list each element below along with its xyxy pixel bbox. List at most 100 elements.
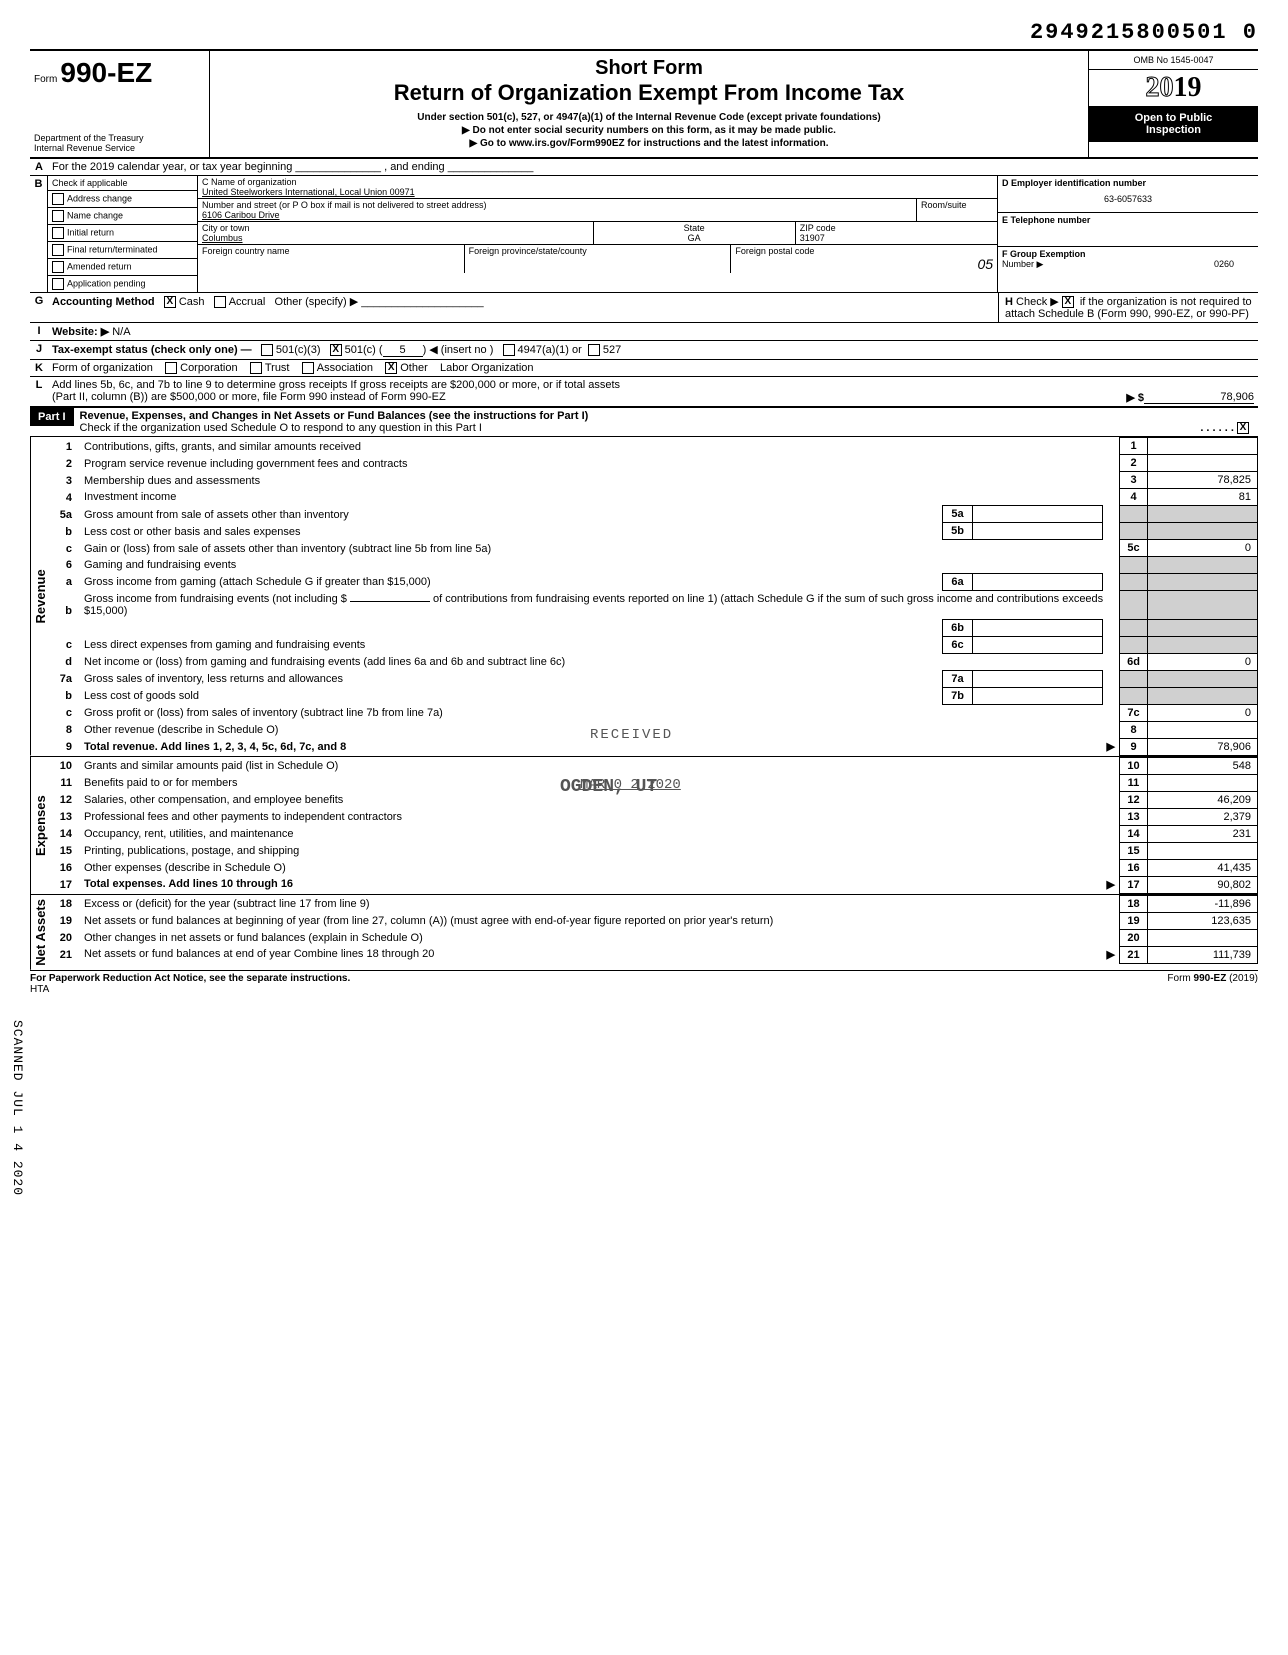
year-prefix: 20 — [1146, 72, 1174, 103]
line-2-val — [1148, 455, 1258, 472]
line-a-label: A — [30, 159, 48, 175]
open-to-public: Open to Public — [1093, 112, 1254, 124]
line-h-check: Check ▶ — [1016, 296, 1059, 308]
checkbox-schedule-o[interactable] — [1237, 422, 1249, 434]
opt-pending: Application pending — [67, 278, 146, 288]
gross-receipts-value: 78,906 — [1144, 391, 1254, 404]
short-form-title: Short Form — [218, 57, 1080, 80]
line-16-desc: Other expenses (describe in Schedule O) — [80, 859, 1120, 876]
checkbox-accrual[interactable] — [214, 296, 226, 308]
block-c-label: C Name of organization — [202, 177, 993, 187]
org-name: United Steelworkers International, Local… — [202, 187, 993, 197]
line-6a-desc: Gross income from gaming (attach Schedul… — [80, 573, 943, 590]
opt-amended: Amended return — [67, 261, 132, 271]
checkbox-501c[interactable] — [330, 344, 342, 356]
street-label: Number and street (or P O box if mail is… — [202, 200, 912, 210]
checkbox-amended[interactable] — [52, 261, 64, 273]
checkbox-final-return[interactable] — [52, 244, 64, 256]
line-21-desc: Net assets or fund balances at end of ye… — [84, 948, 434, 960]
checkbox-trust[interactable] — [250, 362, 262, 374]
checkbox-other-org[interactable] — [385, 362, 397, 374]
stamp-received: RECEIVED — [590, 727, 673, 743]
line-20-val — [1148, 929, 1258, 946]
line-k-label: K — [30, 360, 48, 376]
zip-label: ZIP code — [800, 223, 993, 233]
line-1-val — [1148, 438, 1258, 455]
checkbox-pending[interactable] — [52, 278, 64, 290]
subtext-1: Under section 501(c), 527, or 4947(a)(1)… — [218, 112, 1080, 123]
expenses-section-label: Expenses — [30, 757, 50, 894]
block-f-label: F Group Exemption — [1002, 249, 1086, 259]
opt-other-org: Other — [400, 362, 428, 374]
year-suffix: 19 — [1174, 72, 1202, 103]
line-5c-val: 0 — [1148, 540, 1258, 557]
check-if-applicable: Check if applicable — [48, 176, 197, 191]
line-6b-pre: Gross income from fundraising events (no… — [84, 593, 347, 605]
other-org-value: Labor Organization — [440, 362, 534, 374]
line-j-label: J — [30, 341, 48, 359]
line-12-val: 46,209 — [1148, 791, 1258, 808]
opt-trust: Trust — [265, 362, 290, 374]
checkbox-schedule-b[interactable] — [1062, 296, 1074, 308]
line-18-val: -11,896 — [1148, 895, 1258, 912]
line-7c-val: 0 — [1148, 704, 1258, 721]
block-e-label: E Telephone number — [1002, 215, 1254, 225]
line-6-desc: Gaming and fundraising events — [80, 557, 1120, 574]
subtext-2-text: Do not enter social security numbers on … — [473, 125, 836, 136]
dept-treasury: Department of the Treasury — [34, 133, 144, 143]
line-13-desc: Professional fees and other payments to … — [80, 808, 1120, 825]
foreign-prov-label: Foreign province/state/county — [465, 245, 732, 273]
line-15-val — [1148, 842, 1258, 859]
part-1-check-text: Check if the organization used Schedule … — [80, 422, 482, 434]
subtext-3: ▶ Go to www.irs.gov/Form990EZ for instru… — [218, 138, 1080, 149]
omb-number: OMB No 1545-0047 — [1089, 51, 1258, 70]
subtext-3-text: Go to www.irs.gov/Form990EZ for instruct… — [480, 138, 829, 149]
checkbox-4947a1[interactable] — [503, 344, 515, 356]
checkbox-501c3[interactable] — [261, 344, 273, 356]
checkbox-association[interactable] — [302, 362, 314, 374]
checkbox-corporation[interactable] — [165, 362, 177, 374]
city-label: City or town — [202, 223, 589, 233]
checkbox-name-change[interactable] — [52, 210, 64, 222]
line-5c-desc: Gain or (loss) from sale of assets other… — [80, 540, 1120, 557]
line-14-desc: Occupancy, rent, utilities, and maintena… — [80, 825, 1120, 842]
line-6d-val: 0 — [1148, 653, 1258, 670]
line-a-text: For the 2019 calendar year, or tax year … — [48, 159, 1258, 175]
line-18-desc: Excess or (deficit) for the year (subtra… — [80, 895, 1120, 912]
line-16-val: 41,435 — [1148, 859, 1258, 876]
line-19-desc: Net assets or fund balances at beginning… — [80, 912, 1120, 929]
line-13-val: 2,379 — [1148, 808, 1258, 825]
block-d-label: D Employer identification number — [1002, 178, 1254, 188]
form-of-org-label: Form of organization — [52, 362, 153, 374]
checkbox-cash[interactable] — [164, 296, 176, 308]
501c-number: 5 — [383, 344, 423, 357]
subtext-2: ▶ Do not enter social security numbers o… — [218, 125, 1080, 136]
filing-id: 2949215800501 0 — [30, 20, 1258, 45]
line-3-val: 78,825 — [1148, 472, 1258, 489]
opt-501c-close: ) ◀ (insert no ) — [423, 344, 494, 356]
room-suite-label: Room/suite — [917, 199, 997, 221]
website-label: Website: ▶ — [52, 326, 109, 338]
line-15-desc: Printing, publications, postage, and shi… — [80, 842, 1120, 859]
line-2-desc: Program service revenue including govern… — [80, 455, 1120, 472]
accounting-method-label: Accounting Method — [52, 296, 155, 308]
group-exemption-value: 0260 — [1214, 259, 1254, 269]
checkbox-527[interactable] — [588, 344, 600, 356]
checkbox-address-change[interactable] — [52, 193, 64, 205]
line-l-label: L — [30, 377, 48, 406]
revenue-section-label: Revenue — [30, 437, 50, 756]
state-value: GA — [598, 233, 791, 243]
block-f-sub: Number ▶ — [1002, 259, 1043, 269]
line-l-text2: (Part II, column (B)) are $500,000 or mo… — [52, 391, 1126, 404]
zip-value: 31907 — [800, 233, 993, 243]
line-1-desc: Contributions, gifts, grants, and simila… — [80, 438, 1120, 455]
checkbox-initial-return[interactable] — [52, 227, 64, 239]
footer-form: Form 990-EZ (2019) — [1167, 973, 1258, 995]
line-i-label: I — [30, 323, 48, 340]
street-value: 6106 Caribou Drive — [202, 210, 912, 220]
foreign-postal-value: 05 — [735, 256, 993, 272]
line-5b-desc: Less cost or other basis and sales expen… — [80, 523, 943, 540]
opt-527: 527 — [603, 344, 621, 356]
form-number: 990-EZ — [60, 57, 152, 88]
line-9-val: 78,906 — [1148, 738, 1258, 755]
